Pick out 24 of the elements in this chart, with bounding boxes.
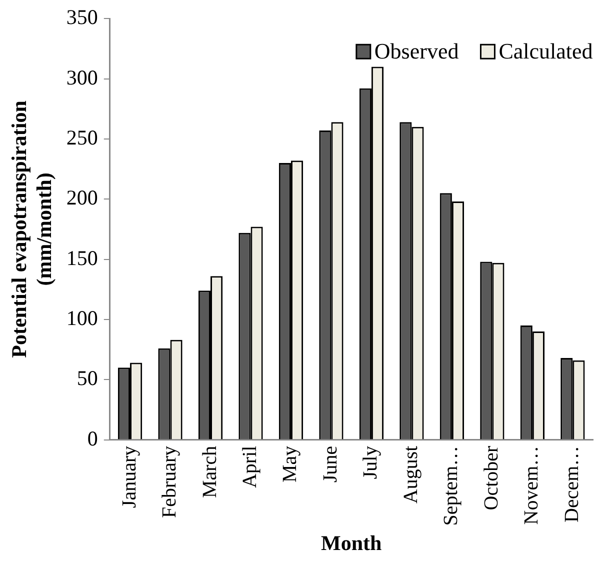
x-axis-title: Month bbox=[321, 530, 382, 555]
x-tick-label: April bbox=[238, 445, 261, 488]
x-tick-label: February bbox=[158, 446, 181, 518]
x-tick-label: Septem… bbox=[440, 446, 462, 526]
x-tick-label: October bbox=[480, 445, 502, 510]
legend-label: Calculated bbox=[498, 38, 593, 64]
legend-label: Observed bbox=[374, 38, 459, 64]
x-tick-label: May bbox=[279, 446, 302, 482]
x-tick-label: March bbox=[198, 446, 221, 498]
x-tick-label: June bbox=[319, 446, 342, 482]
y-axis-title: Potential evapotranspiration (mm/month) bbox=[7, 100, 56, 358]
x-tick-label: Novem… bbox=[520, 446, 543, 525]
y-tick-label: 350 bbox=[66, 5, 98, 30]
x-tick-label: January bbox=[118, 446, 140, 508]
y-tick-label: 300 bbox=[66, 65, 98, 90]
x-tick-label: July bbox=[360, 446, 382, 480]
y-tick-label: 250 bbox=[66, 125, 98, 150]
y-tick-label: 0 bbox=[87, 426, 98, 450]
y-tick-label: 50 bbox=[76, 366, 98, 390]
y-tick-label: 100 bbox=[66, 306, 98, 330]
y-tick-label: 200 bbox=[66, 186, 98, 210]
x-tick-label: Decem… bbox=[560, 446, 583, 522]
x-tick-label: August bbox=[400, 445, 422, 504]
y-tick-label: 150 bbox=[66, 246, 98, 270]
